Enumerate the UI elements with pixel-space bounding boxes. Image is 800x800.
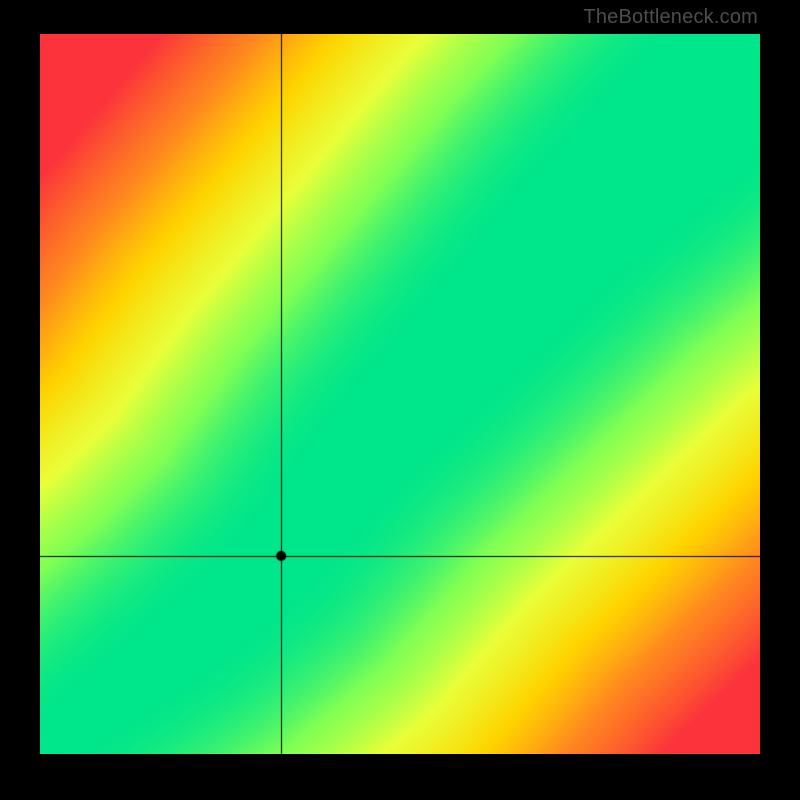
heatmap-canvas — [40, 34, 760, 754]
watermark-text: TheBottleneck.com — [583, 6, 758, 29]
bottleneck-heatmap — [40, 34, 760, 754]
